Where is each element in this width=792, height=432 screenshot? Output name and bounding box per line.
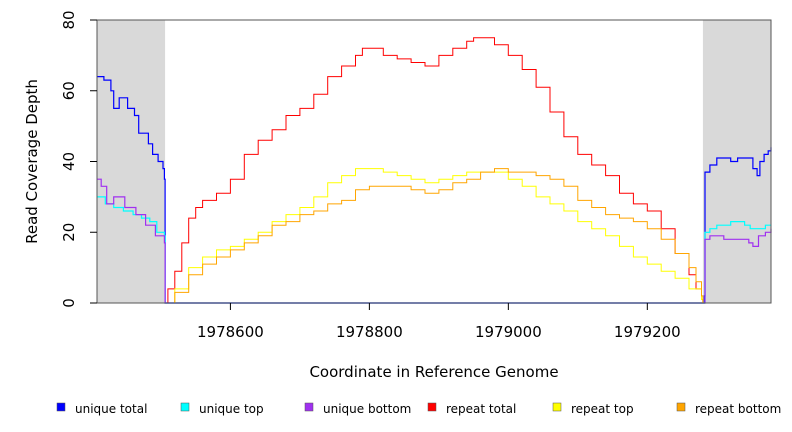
y-tick-label: 40 [60, 152, 78, 171]
shaded-region-0 [97, 20, 166, 303]
x-tick-label: 1979000 [475, 323, 542, 341]
x-tick-label: 1979200 [614, 323, 681, 341]
x-axis: 1978600 1978800 1979000 1979200 [197, 303, 681, 341]
y-tick-label: 0 [60, 298, 78, 308]
series-lines [97, 37, 772, 304]
series-line-repeat-total [165, 37, 704, 304]
x-axis-title: Coordinate in Reference Genome [309, 363, 558, 381]
legend-label: repeat total [446, 402, 516, 416]
legend-label: repeat top [571, 402, 634, 416]
legend: unique total unique top unique bottom repea… [56, 402, 781, 416]
y-axis: 0 20 40 60 80 [60, 10, 97, 308]
legend-swatch [676, 402, 686, 412]
series-line-repeat-top [165, 168, 704, 304]
legend-swatch [56, 402, 66, 412]
legend-swatch [552, 402, 562, 412]
y-axis-title: Read Coverage Depth [23, 79, 41, 244]
legend-label: unique total [75, 402, 147, 416]
y-tick-label: 60 [60, 81, 78, 100]
legend-swatch [304, 402, 314, 412]
x-tick-label: 1978800 [336, 323, 403, 341]
legend-swatch [180, 402, 190, 412]
legend-label: unique top [199, 402, 264, 416]
x-tick-label: 1978600 [197, 323, 264, 341]
y-tick-label: 80 [60, 10, 78, 29]
legend-label: repeat bottom [695, 402, 781, 416]
series-line-repeat-bottom [165, 168, 704, 304]
y-tick-label: 20 [60, 223, 78, 242]
legend-swatch [427, 402, 437, 412]
legend-label: unique bottom [323, 402, 411, 416]
